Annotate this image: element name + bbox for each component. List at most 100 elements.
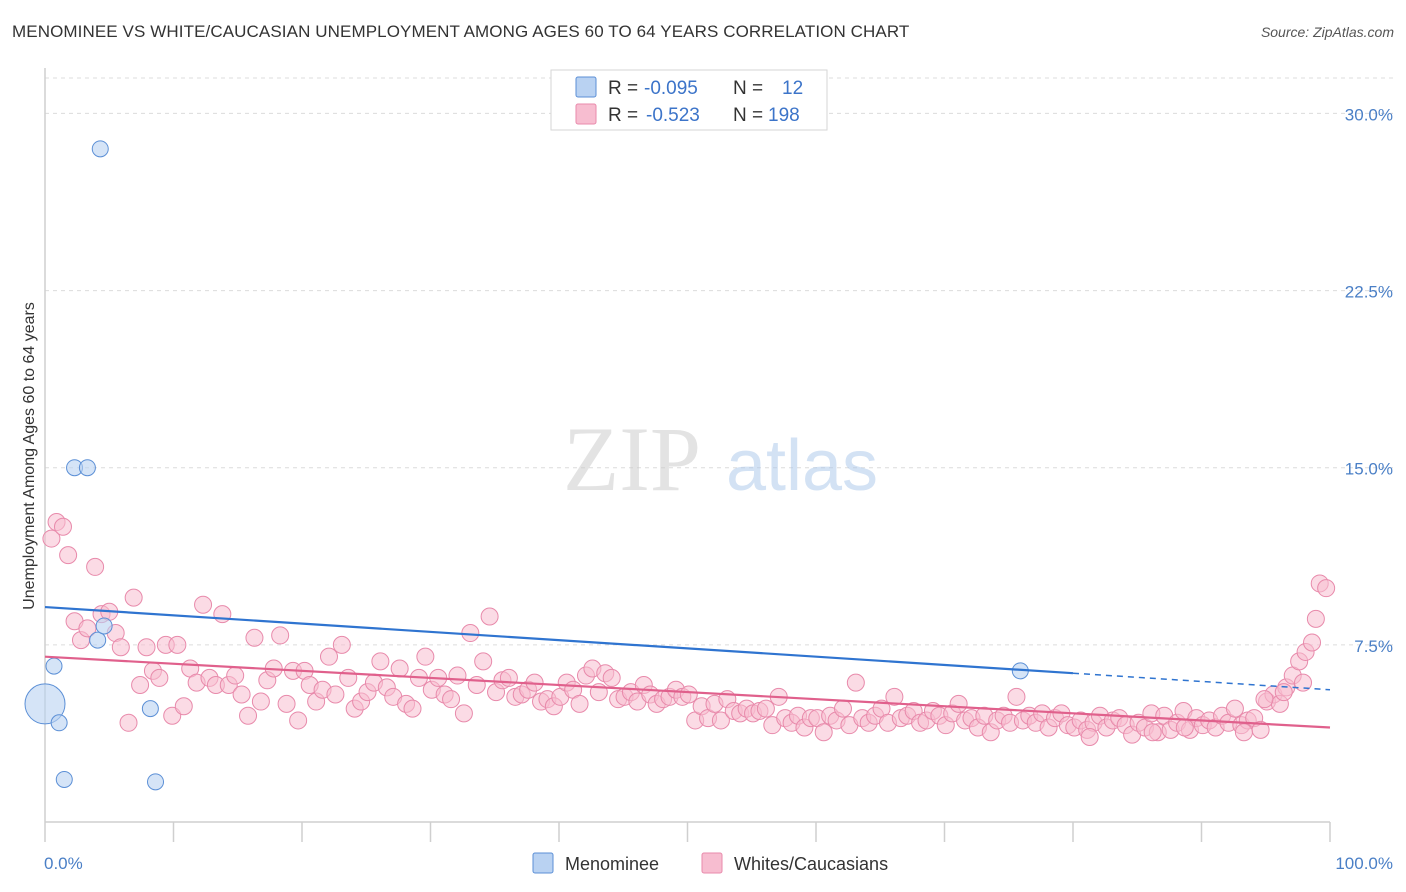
y-tick-label: 7.5%	[1354, 637, 1393, 656]
data-point-whites	[499, 668, 518, 687]
data-point-whites	[332, 635, 351, 654]
chart-title: MENOMINEE VS WHITE/CAUCASIAN UNEMPLOYMEN…	[12, 22, 910, 41]
legend-r-label-1: R =	[608, 78, 638, 99]
gridlines	[45, 77, 1393, 646]
data-point-menominee	[55, 770, 73, 788]
trend-line-whites	[44, 655, 1331, 729]
data-point-menominee	[78, 459, 96, 477]
data-point-whites	[1225, 699, 1244, 718]
series-legend: Menominee Whites/Caucasians	[532, 852, 888, 874]
data-point-whites	[226, 666, 245, 685]
data-point-whites	[319, 647, 338, 666]
data-point-whites	[474, 652, 493, 671]
data-point-whites	[86, 557, 105, 576]
data-point-whites	[277, 694, 296, 713]
legend-swatch-menominee	[575, 76, 597, 98]
legend-swatch-whites-bottom	[701, 852, 723, 874]
data-point-menominee	[50, 714, 68, 732]
data-point-whites	[194, 595, 213, 614]
y-tick-label: 30.0%	[1345, 105, 1393, 124]
data-point-whites	[756, 699, 775, 718]
x-tick-label-max: 100.0%	[1335, 854, 1393, 873]
y-tick-label: 22.5%	[1345, 283, 1393, 302]
data-point-whites	[1255, 690, 1274, 709]
data-point-whites	[131, 676, 150, 695]
data-point-whites	[111, 638, 130, 657]
data-point-whites	[124, 588, 143, 607]
data-point-whites	[213, 605, 232, 624]
data-point-menominee	[147, 773, 165, 791]
data-point-whites	[1303, 633, 1322, 652]
data-point-whites	[885, 687, 904, 706]
data-point-whites	[480, 607, 499, 626]
y-tick-label: 15.0%	[1345, 460, 1393, 479]
data-point-whites	[371, 652, 390, 671]
data-point-whites	[454, 704, 473, 723]
data-point-whites	[679, 685, 698, 704]
data-point-whites	[1143, 723, 1162, 742]
tick-labels: 7.5% 15.0% 22.5% 30.0% 0.0% 100.0%	[44, 105, 1393, 873]
data-point-whites	[150, 668, 169, 687]
stats-legend: R = -0.095 N = 12 R = -0.523 N = 198	[550, 69, 828, 131]
data-point-menominee	[24, 683, 66, 725]
data-point-whites	[119, 713, 138, 732]
watermark: ZIP atlas	[563, 408, 878, 510]
legend-label-menominee: Menominee	[565, 854, 659, 874]
data-point-whites	[846, 673, 865, 692]
trend-lines	[44, 605, 1331, 729]
data-point-whites	[174, 697, 193, 716]
x-tick-label-min: 0.0%	[44, 854, 83, 873]
legend-r-label-2: R =	[608, 105, 638, 126]
legend-n-value-1: 12	[782, 78, 803, 99]
data-point-menominee	[91, 140, 109, 158]
trend-line-menominee-extension	[1072, 672, 1331, 691]
data-point-whites	[403, 699, 422, 718]
data-point-whites	[1007, 687, 1026, 706]
data-point-whites	[289, 711, 308, 730]
legend-swatch-menominee-bottom	[532, 852, 554, 874]
data-point-whites	[833, 699, 852, 718]
legend-label-whites: Whites/Caucasians	[734, 854, 888, 874]
legend-n-label-1: N =	[733, 78, 763, 99]
data-point-whites	[232, 685, 251, 704]
watermark-atlas: atlas	[726, 426, 878, 506]
data-point-whites	[59, 546, 78, 565]
y-axis-label: Unemployment Among Ages 60 to 64 years	[21, 302, 38, 610]
legend-n-label-2: N =	[733, 105, 763, 126]
data-point-whites	[448, 666, 467, 685]
data-point-whites	[326, 685, 345, 704]
legend-r-value-1: -0.095	[644, 78, 698, 99]
series-whites-points	[42, 513, 1336, 746]
data-point-whites	[53, 517, 72, 536]
data-point-whites	[239, 706, 258, 725]
data-point-whites	[78, 619, 97, 638]
data-point-menominee	[45, 657, 63, 675]
trend-line-menominee	[44, 605, 1074, 675]
legend-r-value-2: -0.523	[646, 105, 700, 126]
watermark-zip: ZIP	[563, 408, 701, 510]
data-point-whites	[168, 635, 187, 654]
data-point-whites	[711, 711, 730, 730]
source-credit: Source: ZipAtlas.com	[1260, 24, 1394, 40]
data-point-whites	[1080, 727, 1099, 746]
series-menominee-points	[24, 140, 1029, 791]
data-point-whites	[42, 529, 61, 548]
data-point-whites	[137, 638, 156, 657]
legend-swatch-whites	[575, 103, 597, 125]
data-point-whites	[949, 694, 968, 713]
data-point-whites	[1274, 683, 1293, 702]
data-point-whites	[1294, 673, 1313, 692]
data-point-whites	[442, 690, 461, 709]
data-point-whites	[1175, 718, 1194, 737]
data-point-whites	[245, 628, 264, 647]
data-point-whites	[1234, 723, 1253, 742]
data-point-whites	[390, 659, 409, 678]
data-point-whites	[271, 626, 290, 645]
data-point-whites	[1306, 609, 1325, 628]
data-point-whites	[570, 694, 589, 713]
data-point-whites	[814, 723, 833, 742]
legend-n-value-2: 198	[768, 105, 800, 126]
data-point-whites	[416, 647, 435, 666]
data-point-menominee	[141, 700, 159, 718]
